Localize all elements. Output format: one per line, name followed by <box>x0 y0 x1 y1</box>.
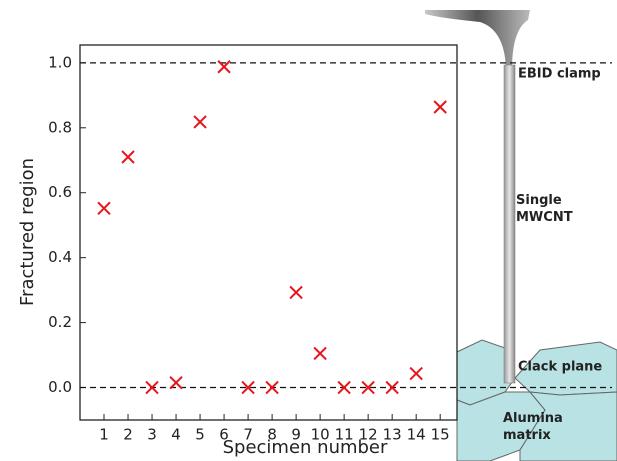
x-tick-label: 3 <box>147 426 157 444</box>
x-tick-label: 4 <box>171 426 181 444</box>
y-tick-label: 0.4 <box>48 248 72 266</box>
x-tick-label: 9 <box>291 426 301 444</box>
x-tick-label: 15 <box>431 426 450 444</box>
plot-frame <box>80 45 457 420</box>
data-point <box>122 151 134 163</box>
data-point <box>146 382 158 394</box>
x-tick-label: 2 <box>123 426 133 444</box>
x-tick-label: 8 <box>267 426 277 444</box>
annotation: Clack plane <box>518 360 602 375</box>
data-point <box>434 101 446 113</box>
x-tick-label: 10 <box>311 426 330 444</box>
y-tick-label: 0.6 <box>48 183 72 201</box>
data-point <box>98 202 110 214</box>
y-axis-label: Fractured region <box>17 158 38 306</box>
y-tick-label: 0.0 <box>48 378 72 396</box>
data-point <box>410 368 422 380</box>
x-tick-label: 6 <box>219 426 229 444</box>
chart: EBID clamp SingleMWCNT Clack plane Alumi… <box>0 0 617 461</box>
data-point <box>194 116 206 128</box>
x-tick-label: 1 <box>99 426 109 444</box>
x-tick-label: 7 <box>243 426 253 444</box>
data-point <box>266 382 278 394</box>
x-tick-label: 11 <box>335 426 354 444</box>
y-tick-label: 0.2 <box>48 313 72 331</box>
data-point <box>386 382 398 394</box>
data-point <box>290 286 302 298</box>
y-tick-label: 0.8 <box>48 118 72 136</box>
x-tick-label: 13 <box>383 426 402 444</box>
y-tick-label: 1.0 <box>48 53 72 71</box>
x-tick-label: 14 <box>407 426 426 444</box>
data-point <box>170 377 182 389</box>
x-tick-label: 12 <box>359 426 378 444</box>
annotation: EBID clamp <box>518 67 601 82</box>
x-tick-label: 5 <box>195 426 205 444</box>
data-point <box>338 382 350 394</box>
data-point <box>314 347 326 359</box>
